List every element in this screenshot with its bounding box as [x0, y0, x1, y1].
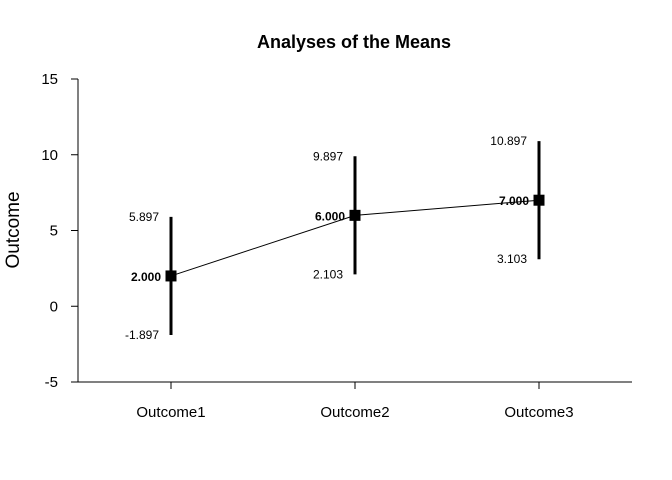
mean-label-0: 2.000: [131, 270, 161, 284]
mean-label-1: 6.000: [315, 209, 345, 223]
upper-label-1: 9.897: [313, 149, 343, 163]
lower-label-2: 3.103: [497, 252, 527, 266]
upper-label-2: 10.897: [490, 134, 527, 148]
chart-title: Analyses of the Means: [257, 32, 451, 52]
mean-point-2: [533, 194, 545, 206]
y-tick-label-3: 10: [41, 147, 58, 164]
y-tick-label-2: 5: [50, 223, 58, 240]
y-tick-label-0: -5: [45, 374, 58, 391]
chart-marks: -5 0 5 10 15 Outcome1 Outcome2 Outcome3 2.000 5.8…: [41, 71, 573, 421]
lower-label-0: -1.897: [125, 328, 159, 342]
x-tick-label-0: Outcome1: [136, 404, 205, 421]
x-tick-label-2: Outcome3: [504, 404, 573, 421]
y-tick-label-4: 15: [41, 71, 58, 88]
mean-point-1: [349, 209, 361, 221]
upper-label-0: 5.897: [129, 210, 159, 224]
y-axis-label: Outcome: [3, 191, 24, 268]
lower-label-1: 2.103: [313, 267, 343, 281]
mean-label-2: 7.000: [499, 194, 529, 208]
x-tick-label-1: Outcome2: [320, 404, 389, 421]
y-tick-label-1: 0: [50, 298, 58, 315]
mean-point-0: [165, 270, 177, 282]
